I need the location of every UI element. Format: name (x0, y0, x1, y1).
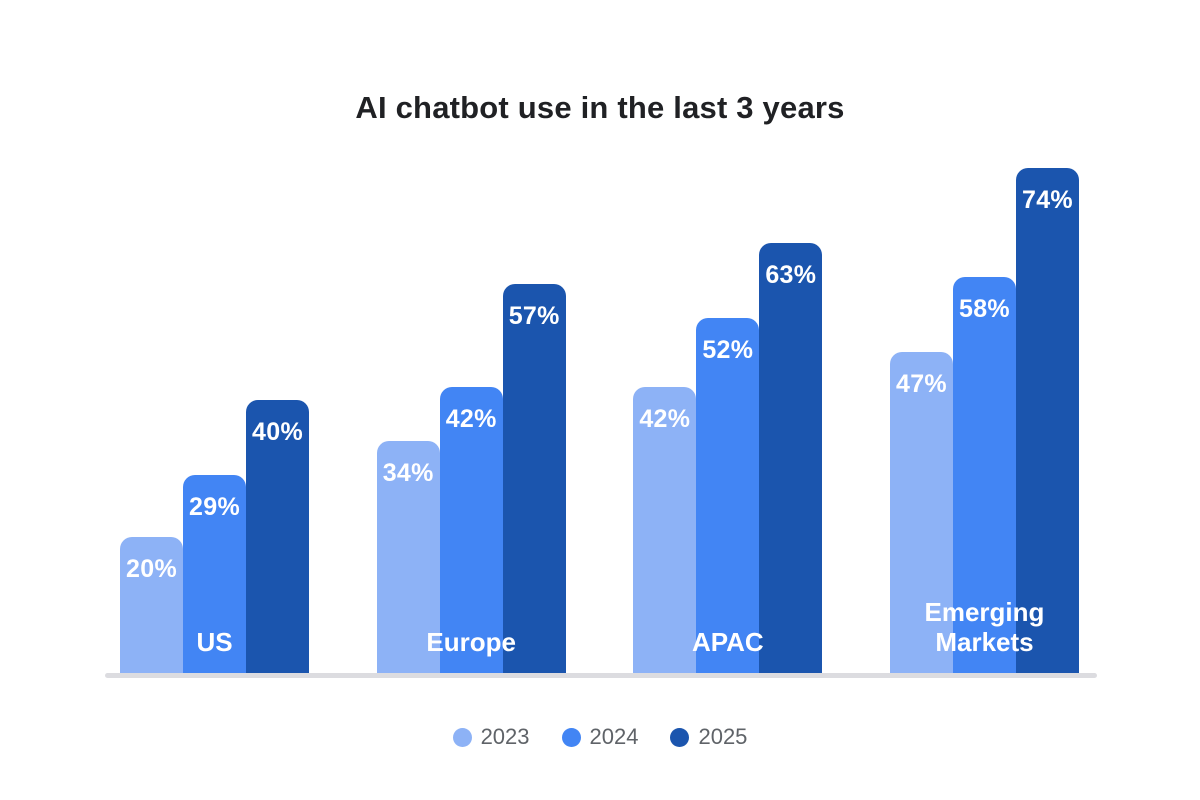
bar-emerging-markets-2023: 47% (889, 352, 953, 673)
legend-dot-icon (670, 727, 690, 747)
legend-dot-icon (561, 727, 581, 747)
bar-group-europe: 34% 42% 57% Europe (376, 284, 566, 673)
bar-apac-2023: 42% (633, 387, 697, 673)
bar-value-label: 42% (639, 405, 691, 433)
bar-value-label: 57% (508, 302, 560, 330)
bar-chart-plot-area: 20% 29% 40% US 34% 42% 57% Europe 42% 52% 63% APAC 4… (105, 168, 1097, 673)
bar-value-label: 42% (445, 405, 497, 433)
legend-item-2023: 2023 (452, 724, 530, 750)
legend-item-2024: 2024 (561, 724, 639, 750)
bar-us-2024: 29% (183, 475, 246, 673)
bar-value-label: 63% (765, 261, 817, 289)
bar-emerging-markets-2025: 74% (1015, 168, 1079, 673)
bar-group-us: 20% 29% 40% US (120, 400, 309, 673)
bar-value-label: 20% (126, 555, 177, 583)
bar-value-label: 34% (382, 459, 434, 487)
category-label-europe: Europe (426, 627, 516, 658)
bar-europe-2025: 57% (502, 284, 566, 673)
x-axis-line (105, 673, 1097, 678)
bar-group-emerging-markets: 47% 58% 74% Emerging Markets (889, 168, 1079, 673)
legend-dot-icon (452, 727, 472, 747)
bar-us-2025: 40% (246, 400, 309, 673)
legend-label: 2024 (589, 724, 639, 749)
bar-apac-2024: 52% (696, 318, 760, 673)
bar-value-label: 58% (959, 295, 1010, 323)
bar-value-label: 29% (189, 493, 240, 521)
bar-value-label: 40% (252, 418, 303, 446)
category-label-apac: APAC (691, 627, 764, 658)
bar-us-2023: 20% (120, 537, 183, 673)
bar-emerging-markets-2024: 58% (952, 277, 1016, 673)
bar-apac-2025: 63% (759, 243, 823, 673)
chart-title: AI chatbot use in the last 3 years (355, 90, 845, 125)
bar-value-label: 47% (896, 370, 947, 398)
legend-item-2025: 2025 (670, 724, 747, 750)
legend: 2023 2024 2025 (0, 724, 1200, 750)
bar-group-apac: 42% 52% 63% APAC (633, 243, 823, 673)
bar-value-label: 74% (1022, 186, 1073, 214)
legend-label: 2023 (480, 724, 530, 749)
bar-europe-2024: 42% (439, 387, 503, 673)
category-label-us: US (196, 627, 233, 658)
legend-label: 2025 (698, 724, 748, 749)
bar-value-label: 52% (702, 336, 754, 364)
bar-europe-2023: 34% (376, 441, 440, 673)
category-label-emerging-markets: Emerging Markets (924, 597, 1045, 658)
